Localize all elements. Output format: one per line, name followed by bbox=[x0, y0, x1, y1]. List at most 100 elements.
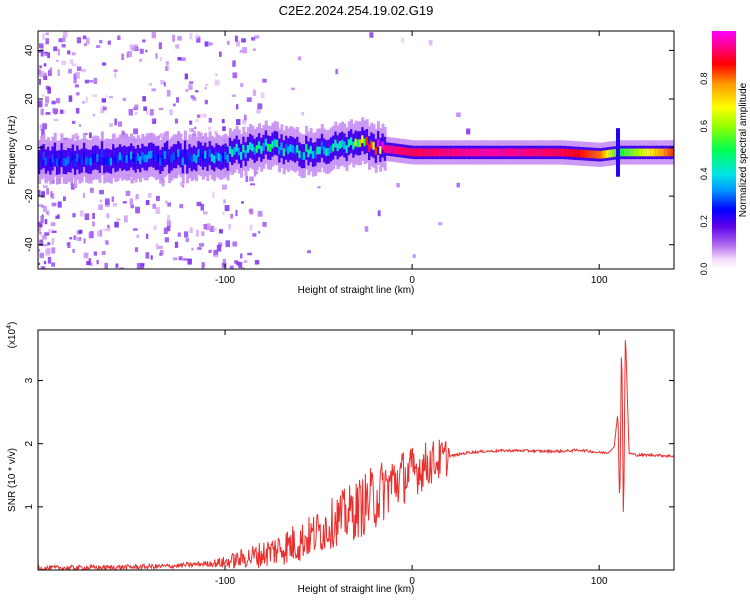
spectrogram-band-core bbox=[372, 142, 376, 150]
spectrogram-noise-cell bbox=[252, 89, 257, 97]
spectrogram-noise-cell bbox=[245, 175, 249, 182]
spectrogram-noise-cell bbox=[102, 62, 107, 66]
spectrogram-noise-cell bbox=[164, 237, 170, 243]
spectrogram-band-core bbox=[540, 148, 544, 157]
spectrogram-noise-cell bbox=[38, 204, 44, 207]
spectrogram-band-core bbox=[260, 145, 264, 154]
spectrogram-noise-cell bbox=[134, 247, 139, 253]
spectrogram-band-core bbox=[85, 156, 89, 165]
spectrogram-noise-cell bbox=[213, 227, 217, 231]
spectrogram-band-core bbox=[509, 148, 513, 157]
spectrogram-noise-cell bbox=[107, 40, 111, 45]
spectrogram-noise-cell bbox=[82, 101, 85, 104]
spectrogram-noise-cell bbox=[41, 94, 45, 97]
spectrogram-noise-cell bbox=[152, 203, 156, 209]
spectrogram-band-core bbox=[637, 148, 641, 157]
spectrogram-noise-cell bbox=[136, 263, 142, 269]
spectrogram-noise-cell bbox=[99, 39, 103, 44]
spectrogram-noise-cell bbox=[187, 258, 192, 265]
spectrogram-band-core bbox=[442, 148, 446, 157]
spectrogram-band-core bbox=[482, 148, 486, 157]
spectrogram-noise-cell bbox=[69, 59, 74, 64]
spectrogram-noise-cell bbox=[87, 268, 91, 269]
spectrogram-noise-cell bbox=[43, 260, 47, 265]
spectrogram-band-core bbox=[103, 157, 107, 166]
spectrogram-noise-cell bbox=[50, 222, 56, 227]
spectrogram-band-core bbox=[462, 148, 466, 157]
spectrogram-noise-cell bbox=[195, 229, 199, 237]
spectrogram-band-core bbox=[493, 148, 497, 157]
spectrogram-band-core bbox=[201, 153, 205, 162]
spectrogram-noise-cell bbox=[119, 267, 125, 269]
x-tick-label: 0 bbox=[409, 275, 415, 286]
spectrogram-band-core bbox=[195, 155, 199, 164]
spectrogram-noise-cell bbox=[234, 35, 238, 42]
spectrogram-noise-cell bbox=[249, 176, 254, 182]
spectrogram-noise-cell bbox=[82, 192, 86, 199]
spectrogram-band-core bbox=[653, 148, 657, 157]
spectrogram-noise-cell bbox=[232, 72, 238, 79]
spectrogram-noise-cell bbox=[214, 79, 220, 86]
spectrogram-noise-cell bbox=[97, 230, 101, 237]
spectrogram-band-core bbox=[412, 148, 416, 157]
spectrogram-noise-cell bbox=[243, 114, 247, 121]
spectrogram-noise-cell bbox=[165, 66, 169, 71]
spectrogram-noise-cell bbox=[160, 56, 163, 62]
spectrogram-noise-cell bbox=[43, 63, 47, 67]
spectrogram-band-core bbox=[585, 150, 589, 158]
spectrogram-noise-cell bbox=[38, 262, 41, 266]
spectrogram-band-core bbox=[42, 152, 46, 160]
spectrogram-noise-cell bbox=[47, 229, 53, 233]
spectrogram-noise-cell bbox=[67, 50, 71, 55]
spectrogram-band-core bbox=[612, 149, 616, 157]
spectrogram-noise-cell bbox=[100, 105, 105, 112]
spectrogram-noise-cell bbox=[249, 224, 253, 231]
spectrogram-noise-cell bbox=[231, 94, 236, 97]
spectrogram-band-core bbox=[174, 152, 178, 161]
spectrogram-band-core bbox=[69, 156, 73, 165]
spectrogram-noise-cell bbox=[93, 77, 98, 85]
spectrogram-noise-cell bbox=[106, 213, 110, 219]
spectrogram-noise-cell bbox=[257, 103, 263, 110]
spectrogram-noise-cell bbox=[254, 35, 260, 39]
spectrogram-heatmap bbox=[38, 31, 674, 269]
spectrogram-noise-cell bbox=[150, 255, 153, 260]
spectrogram-band-core bbox=[549, 148, 553, 157]
spectrogram-noise-cell bbox=[42, 234, 47, 240]
spectrogram-band-core bbox=[125, 155, 129, 163]
spectrogram-band-core bbox=[513, 148, 517, 157]
spectrogram-noise-cell bbox=[57, 48, 61, 56]
spectrogram-band-core bbox=[305, 143, 309, 152]
spectrogram-band-core bbox=[455, 148, 459, 157]
spectrogram-band-core bbox=[53, 150, 57, 159]
spectrogram-noise-cell bbox=[297, 56, 302, 61]
spectrogram-noise-cell bbox=[163, 82, 166, 87]
spectrogram-noise-cell bbox=[189, 32, 193, 40]
spectrogram-noise-cell bbox=[254, 260, 260, 265]
spectrogram-band-core bbox=[154, 154, 158, 162]
spectrogram-band-core bbox=[596, 150, 600, 159]
spectrogram-noise-cell bbox=[44, 72, 47, 76]
spectrogram-noise-cell bbox=[205, 83, 208, 87]
spectrogram-noise-cell bbox=[156, 195, 160, 201]
spectrogram-noise-cell bbox=[68, 68, 72, 74]
spectrogram-band-core bbox=[381, 141, 385, 150]
spectrogram-noise-cell bbox=[232, 241, 238, 247]
spectrogram-noise-cell bbox=[290, 87, 296, 91]
spectrogram-noise-cell bbox=[120, 134, 125, 139]
spectrogram-noise-cell bbox=[47, 242, 51, 246]
spectrogram-band-core bbox=[657, 148, 661, 157]
spectrogram-band-core bbox=[594, 150, 598, 159]
spectrogram-band-core bbox=[504, 148, 508, 157]
spectrogram-noise-cell bbox=[73, 235, 77, 240]
spectrogram-noise-cell bbox=[51, 262, 56, 267]
spectrogram-noise-cell bbox=[79, 210, 84, 217]
spectrogram-band-core bbox=[576, 149, 580, 158]
spectrogram-band-core bbox=[114, 156, 118, 164]
spectrogram-noise-cell bbox=[71, 63, 77, 67]
spectrogram-noise-cell bbox=[377, 210, 381, 217]
spectrogram-noise-cell bbox=[190, 95, 195, 99]
spectrogram-noise-cell bbox=[39, 234, 44, 237]
spectrogram-noise-cell bbox=[73, 77, 77, 84]
spectrogram-band-core bbox=[192, 153, 196, 162]
